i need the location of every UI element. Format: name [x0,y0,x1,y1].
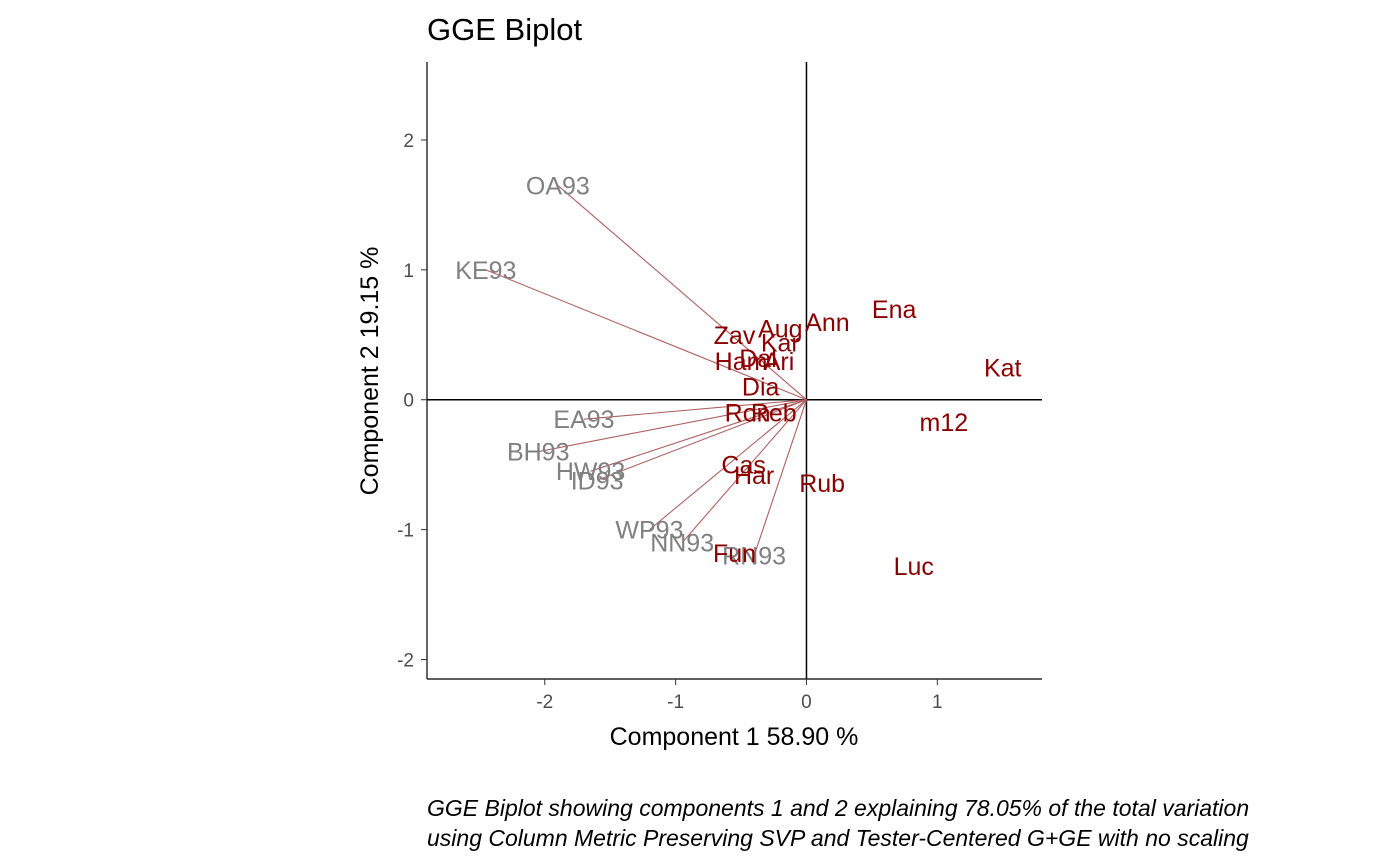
genotype-label: Rub [799,470,845,498]
y-tick-label: 2 [403,131,414,152]
y-tick-label: 1 [403,261,414,282]
genotype-label: Har [734,462,774,490]
x-axis-title: Component 1 58.90 % [610,723,859,751]
environment-label: HW93 [556,458,625,486]
y-axis-title: Component 2 19.15 % [356,247,384,496]
genotype-label: Cas [721,452,765,480]
environment-vectors [485,184,807,556]
environment-vector [583,399,807,420]
environment-label: KE93 [455,257,516,285]
environment-vector [485,269,807,401]
y-tick-label: -2 [397,651,414,672]
genotype-label: Ena [872,296,917,324]
genotype-label: Dia [742,374,780,402]
genotype-label: Ari [764,348,795,376]
genotype-label: Luc [894,553,934,581]
y-tick-label: -1 [397,521,414,542]
genotype-label: Dal [739,345,777,373]
environment-vector [681,399,807,543]
axes: -2 -1 0 1 -2 -1 0 1 2 [397,62,1042,713]
environment-vector [596,399,807,481]
caption-line-1: GGE Biplot showing components 1 and 2 ex… [427,795,1249,821]
x-tick-label: 0 [801,692,812,713]
environment-vector [590,399,807,472]
x-tick-label: 1 [932,692,943,713]
genotype-label: Kar [761,330,800,358]
environment-vector [753,399,807,556]
environment-label: RN93 [722,543,786,571]
chart-title: GGE Biplot [427,12,582,47]
genotype-label: m12 [920,409,969,437]
genotype-label: Zav [714,322,756,350]
genotype-label: Aug [758,315,802,343]
environment-label: BH93 [507,439,570,467]
genotype-label: Ron [725,400,771,428]
x-tick-label: -1 [667,692,684,713]
genotype-label: Ann [805,309,849,337]
environment-label: NN93 [650,530,714,558]
environment-vector [649,399,807,531]
genotype-label: Fun [713,540,756,568]
genotype-label: Reb [751,400,797,428]
caption-line-2: using Column Metric Preserving SVP and T… [427,825,1249,851]
x-tick-label: -2 [536,692,553,713]
environment-label: EA93 [553,406,614,434]
genotype-label: Kat [984,354,1022,382]
environment-label: ID93 [571,467,624,495]
environment-vector [557,184,807,401]
environment-label: OA93 [526,172,590,200]
environment-label: WP93 [615,517,683,545]
environment-vector [538,399,807,453]
genotype-label: Ham [715,348,768,376]
y-tick-label: 0 [403,391,414,412]
